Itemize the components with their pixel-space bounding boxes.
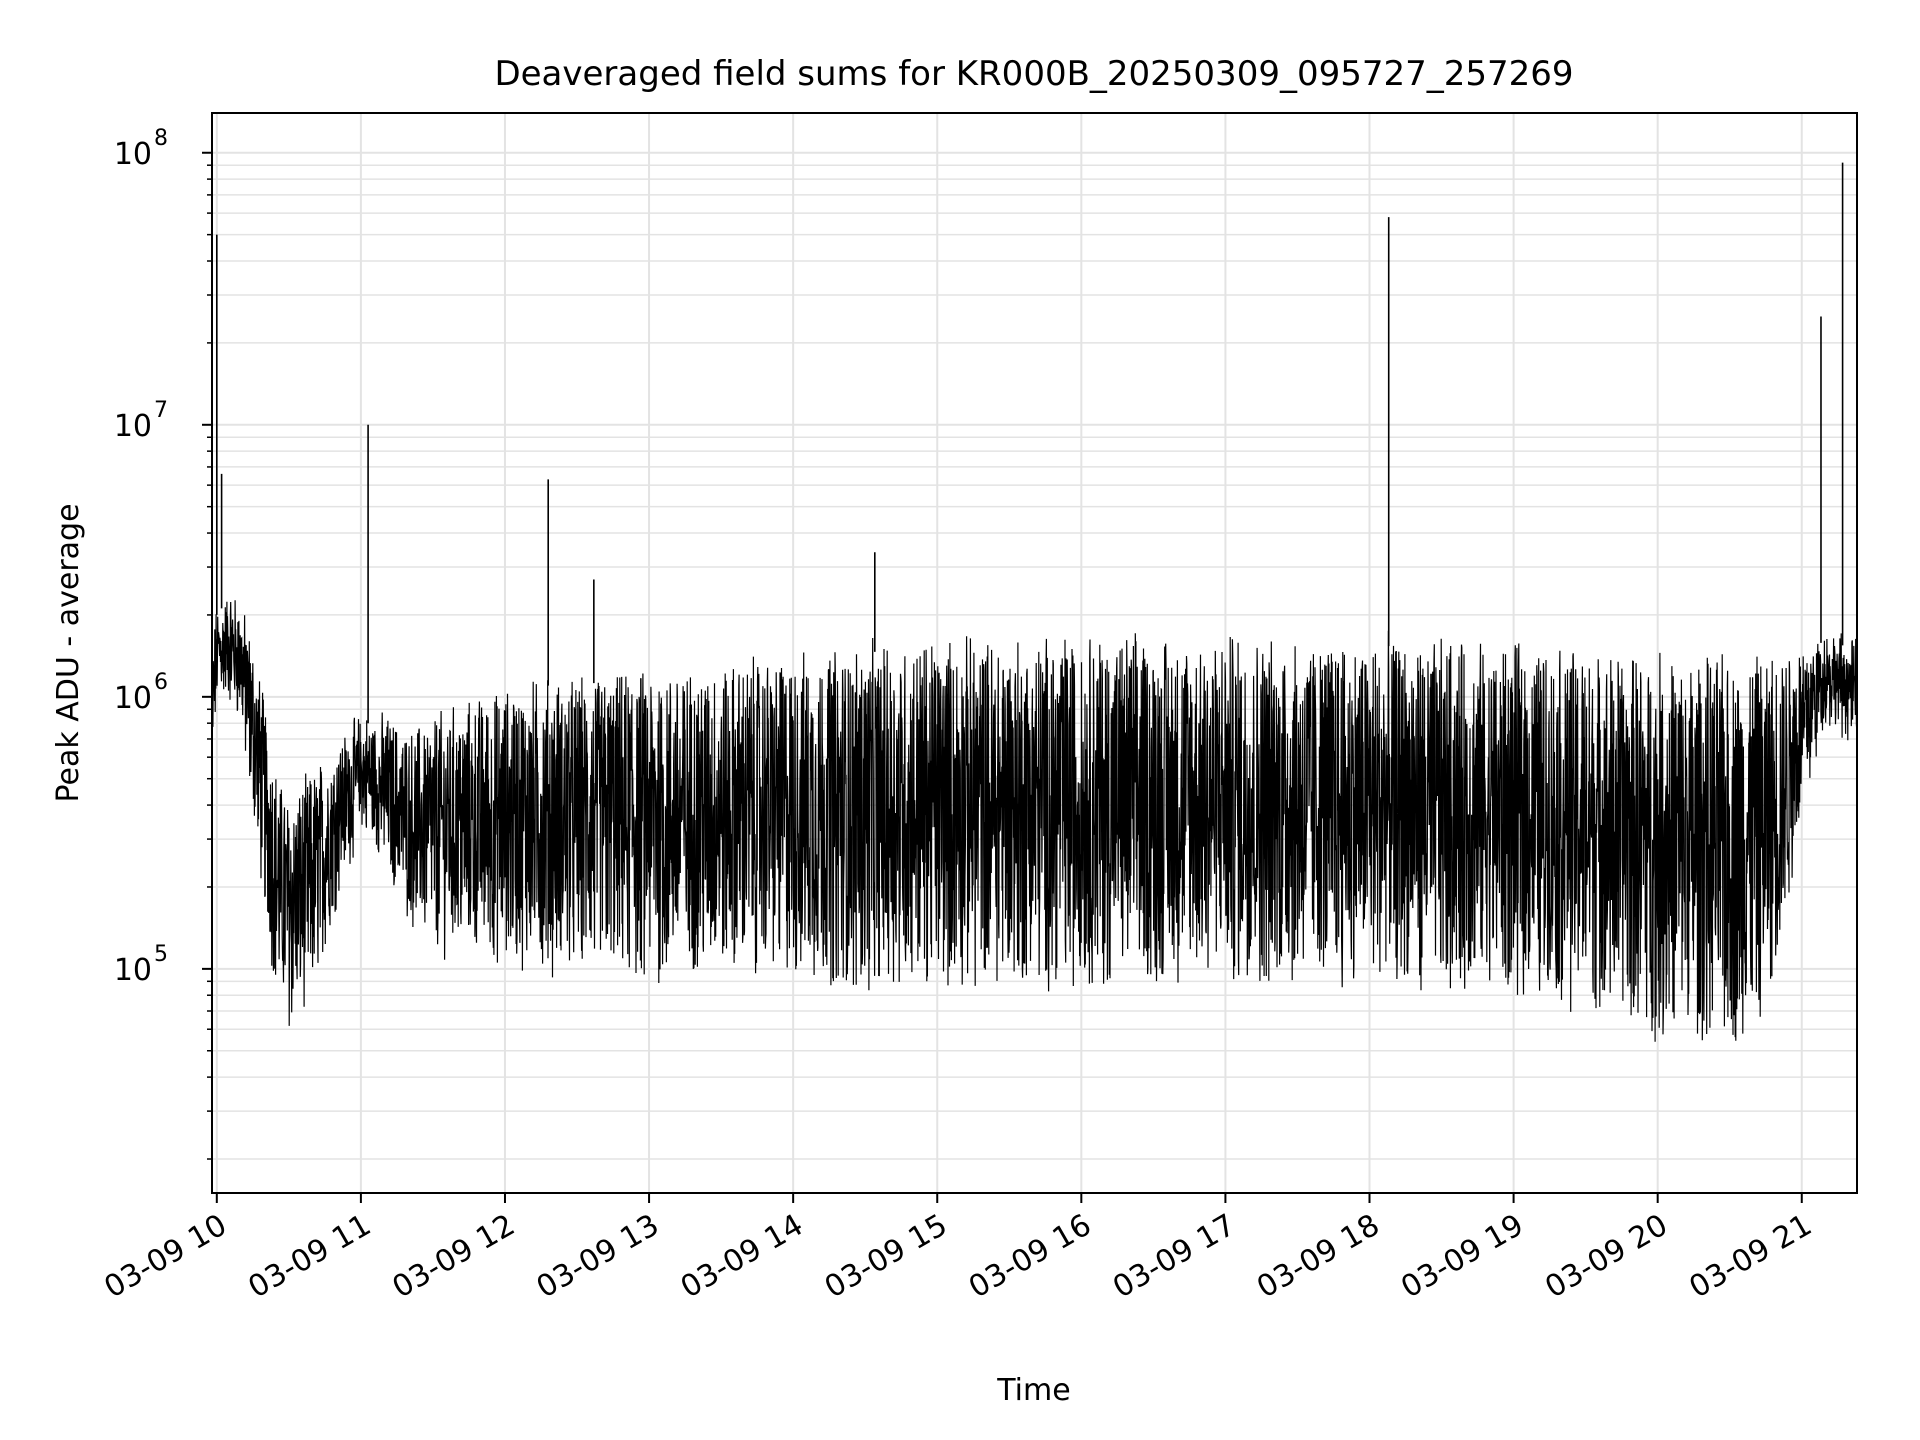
- y-tick-label: 10: [114, 137, 152, 172]
- series-line: [212, 162, 1857, 1042]
- y-tick-exponent: 8: [154, 126, 168, 151]
- y-tick-exponent: 5: [154, 942, 168, 967]
- y-tick-exponent: 6: [154, 670, 168, 695]
- signal-line: [212, 600, 1857, 1042]
- y-axis-label: Peak ADU - average: [51, 503, 86, 802]
- y-tick-label: 10: [114, 681, 152, 716]
- x-axis-label: Time: [996, 1373, 1070, 1408]
- grid: [212, 113, 1857, 1193]
- y-tick-exponent: 7: [154, 398, 168, 423]
- y-tick-label: 10: [114, 953, 152, 988]
- plot-frame: [211, 112, 1858, 1194]
- chart-title: Deaveraged field sums for KR000B_2025030…: [494, 54, 1573, 94]
- y-tick-label: 10: [114, 409, 152, 444]
